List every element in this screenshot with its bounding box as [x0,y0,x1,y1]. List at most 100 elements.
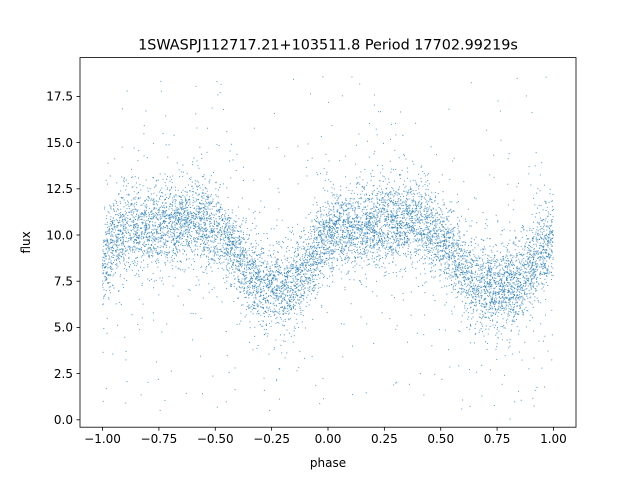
scatter-point [428,214,430,216]
scatter-point [488,270,490,272]
scatter-point [490,292,492,294]
scatter-point [111,227,113,229]
scatter-point [196,185,198,187]
scatter-point [253,264,255,266]
scatter-point [486,270,488,272]
scatter-point [183,234,185,236]
scatter-point [331,230,333,232]
scatter-point [360,203,362,205]
scatter-point [311,219,313,221]
scatter-point [296,267,298,269]
scatter-point [236,261,238,263]
scatter-point [115,219,117,221]
scatter-point [336,237,338,239]
scatter-point [346,208,348,210]
scatter-point [487,282,489,284]
scatter-point [430,216,432,218]
scatter-point [198,232,200,234]
scatter-point [163,206,165,208]
scatter-point [112,223,114,225]
scatter-point [472,277,474,279]
scatter-point [246,234,248,236]
scatter-point [525,235,527,237]
scatter-point [202,297,204,299]
scatter-point [345,213,347,215]
scatter-point [227,218,229,220]
scatter-point [259,291,261,293]
scatter-point [300,301,302,303]
scatter-point [461,215,463,217]
scatter-point [438,251,440,253]
scatter-point [204,237,206,239]
scatter-point [526,271,528,273]
scatter-point [307,282,309,284]
scatter-point [402,292,404,294]
scatter-point [315,269,317,271]
scatter-point [532,317,534,319]
scatter-point [407,341,409,343]
scatter-point [323,398,325,400]
scatter-point [406,199,408,201]
scatter-point [320,214,322,216]
scatter-point [217,94,219,96]
scatter-point [420,234,422,236]
scatter-point [304,273,306,275]
scatter-point [107,241,109,243]
scatter-point [342,212,344,214]
scatter-point [142,213,144,215]
scatter-point [446,261,448,263]
scatter-point [223,222,225,224]
scatter-point [527,280,529,282]
scatter-point [472,261,474,263]
scatter-point [351,249,353,251]
scatter-point [344,242,346,244]
scatter-point [402,218,404,219]
scatter-point [529,227,531,229]
scatter-point [533,282,535,284]
scatter-point [165,233,167,235]
scatter-point [364,246,366,248]
scatter-point [227,253,229,255]
scatter-point [406,177,408,179]
scatter-point [292,265,294,267]
scatter-point [465,277,467,279]
scatter-point [269,282,270,284]
scatter-point [273,277,275,279]
scatter-point [125,213,127,215]
scatter-point [185,203,187,205]
scatter-point [536,267,538,269]
scatter-point [136,273,137,275]
scatter-point [468,245,470,247]
scatter-point [251,262,253,264]
scatter-point [546,249,548,251]
scatter-point [253,266,255,268]
scatter-point [426,200,428,202]
scatter-point [128,262,130,264]
scatter-point [124,229,126,231]
scatter-point [447,257,449,259]
scatter-point [501,308,503,310]
scatter-point [348,224,350,226]
scatter-point [390,192,392,194]
scatter-point [333,250,335,252]
scatter-point [281,274,283,276]
scatter-point [492,302,494,304]
scatter-point [136,247,138,249]
scatter-point [301,262,303,264]
scatter-point [178,241,180,243]
scatter-point [281,300,283,302]
scatter-point [223,253,225,255]
scatter-point [224,210,226,212]
scatter-point [435,209,437,211]
scatter-point [213,259,215,261]
scatter-point [370,198,372,200]
scatter-point [460,255,462,257]
scatter-point [327,223,329,225]
scatter-point [183,240,185,242]
scatter-point [543,265,545,267]
scatter-point [409,188,411,190]
scatter-point [226,287,228,289]
scatter-point [166,188,168,190]
scatter-point [321,240,323,242]
scatter-point [137,260,139,262]
